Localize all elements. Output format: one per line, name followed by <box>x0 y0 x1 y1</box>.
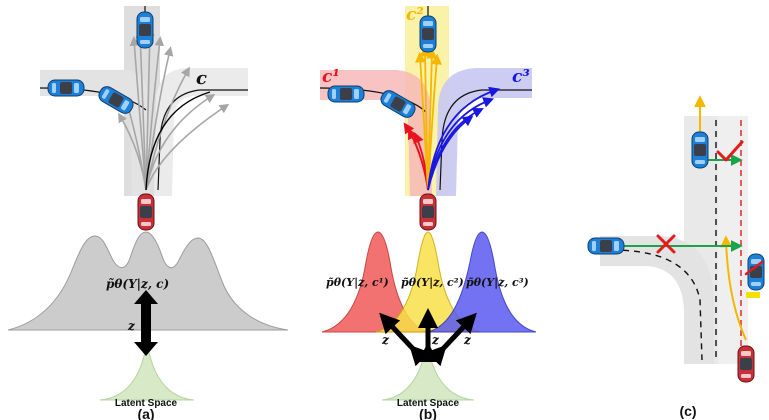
vehicle-top-a <box>136 11 154 49</box>
density-red-b <box>321 231 429 333</box>
context-label-c2: c² <box>406 5 424 25</box>
road-curve-c <box>600 236 714 364</box>
caption-b: (b) <box>419 406 437 420</box>
latent-var-label-a: z <box>127 319 136 333</box>
route-right-a <box>154 68 248 196</box>
vehicle-top-c <box>691 131 709 169</box>
panel-b: c¹ c² c³ p̃θ(Y|z, c¹) p̃θ(Y|z, c²) p̃θ(Y… <box>319 5 537 420</box>
cross-mark-icon <box>656 234 676 254</box>
latent-distribution-b <box>381 349 475 401</box>
latent-var-label-b1: z <box>381 333 390 347</box>
context-label-a: c <box>196 68 207 89</box>
ego-vehicle-c <box>737 345 755 383</box>
trajectories-yellow-b <box>415 45 442 191</box>
vehicle-left-c <box>587 237 625 255</box>
lane-curve-divider-c <box>611 249 703 361</box>
context-label-c3: c³ <box>512 67 530 87</box>
red-slash-icon <box>744 260 764 276</box>
yellow-marker-c <box>746 292 760 298</box>
latent-var-label-b3: z <box>463 333 472 347</box>
latent-arrow-head-up-a <box>134 290 158 304</box>
density-label-c2: p̃θ(Y|z, c²) <box>401 276 464 289</box>
yellow-trajectory-bottom-c <box>720 235 747 341</box>
panel-c: (c) <box>587 95 765 419</box>
caption-a: (a) <box>137 406 154 420</box>
latent-var-label-b2: z <box>431 333 440 347</box>
density-yellow-b <box>375 231 481 333</box>
latent-arrows-b <box>379 308 477 367</box>
latent-distribution-a <box>99 349 195 401</box>
check-mark-icon <box>716 140 744 162</box>
ego-vehicle-b <box>419 193 437 231</box>
density-blue-b <box>427 231 537 333</box>
density-label-c1: p̃θ(Y|z, c¹) <box>326 276 389 289</box>
vehicle-left-a <box>47 79 85 97</box>
route-blue-b <box>436 68 532 196</box>
latent-space-label-a: Latent Space <box>115 398 178 409</box>
vehicle-left-b <box>327 85 365 103</box>
context-label-c1: c¹ <box>322 67 340 87</box>
panel-a: c p̃θ(Y|z, c) z Latent Space (a) <box>7 6 289 420</box>
ego-vehicle-a <box>137 193 155 231</box>
latent-space-label-b: Latent Space <box>397 398 460 409</box>
latent-arrow-head-down-a <box>134 342 158 356</box>
context-trajectory-a <box>145 91 211 191</box>
trajectories-blue-b <box>427 86 501 191</box>
density-mixture-a <box>7 231 289 331</box>
density-label-a: p̃θ(Y|z, c) <box>106 277 169 291</box>
caption-c: (c) <box>679 403 696 419</box>
density-label-c3: p̃θ(Y|z, c³) <box>466 276 529 289</box>
